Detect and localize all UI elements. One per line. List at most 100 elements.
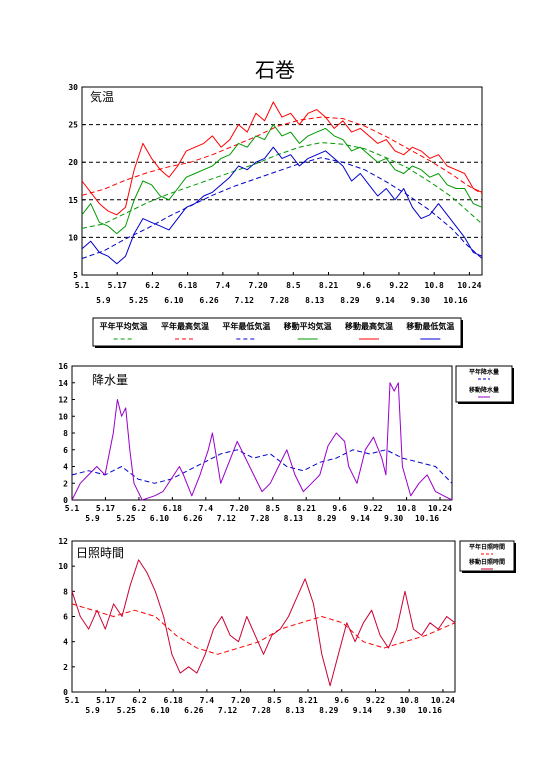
x-tick-label-top: 7.4 (216, 281, 231, 290)
series-line (71, 382, 453, 501)
x-tick-label-bottom: 6.26 (183, 514, 202, 523)
x-tick-label-top: 10.8 (400, 696, 419, 705)
y-tick-label: 8 (63, 429, 68, 438)
x-tick-label-top: 9.6 (357, 281, 372, 290)
x-tick-label-bottom: 10.16 (444, 296, 468, 305)
y-tick-label: 10 (68, 233, 78, 242)
x-tick-label-bottom: 8.29 (340, 296, 359, 305)
x-tick-label-top: 8.5 (266, 504, 281, 513)
x-tick-label-bottom: 5.25 (129, 296, 148, 305)
x-tick-label-bottom: 10.16 (415, 514, 439, 523)
x-tick-label-top: 7.4 (200, 696, 215, 705)
x-tick-label-bottom: 5.9 (96, 296, 111, 305)
x-tick-label-top: 8.5 (267, 696, 282, 705)
y-tick-label: 14 (58, 379, 68, 388)
y-tick-label: 0 (63, 496, 68, 505)
plot-frame-2 (71, 540, 456, 693)
x-tick-label-bottom: 9.30 (411, 296, 430, 305)
legend-box (459, 540, 515, 572)
y-tick-label: 6 (63, 613, 68, 622)
x-tick-label-bottom: 9.14 (375, 296, 394, 305)
x-tick-label-top: 10.24 (428, 504, 452, 513)
x-tick-label-top: 6.18 (163, 504, 182, 513)
panel-label: 気温 (90, 89, 114, 104)
x-tick-label-bottom: 5.25 (116, 514, 135, 523)
x-tick-label-bottom: 10.16 (418, 706, 442, 715)
x-tick-label-top: 10.8 (425, 281, 444, 290)
x-tick-label-bottom: 8.29 (317, 514, 336, 523)
x-tick-label-bottom: 8.29 (319, 706, 338, 715)
x-tick-label-top: 7.4 (199, 504, 214, 513)
legend-label: 平年日照時間 (469, 543, 505, 551)
legend-label: 移動最高気温 (345, 321, 393, 331)
legend-label: 移動平均気温 (284, 321, 332, 331)
x-tick-label-top: 9.6 (335, 696, 350, 705)
y-tick-label: 8 (63, 587, 68, 596)
y-tick-label: 5 (73, 271, 78, 280)
series-line (81, 124, 483, 235)
y-tick-label: 2 (63, 479, 68, 488)
series-line (81, 142, 483, 229)
y-tick-label: 2 (63, 663, 68, 672)
panel-label: 降水量 (92, 373, 128, 387)
x-tick-label-bottom: 8.13 (305, 296, 324, 305)
x-tick-label-bottom: 5.9 (85, 706, 100, 715)
legend-label: 移動降水量 (469, 386, 499, 394)
x-tick-label-top: 7.20 (230, 504, 249, 513)
legend-label: 平年最高気温 (161, 321, 209, 331)
x-tick-label-bottom: 5.9 (85, 514, 100, 523)
x-tick-label-bottom: 7.12 (218, 706, 237, 715)
y-tick-label: 25 (68, 121, 78, 130)
x-tick-label-top: 8.5 (286, 281, 301, 290)
x-tick-label-bottom: 7.28 (270, 296, 289, 305)
series-line (71, 559, 456, 687)
legend-box (455, 365, 513, 403)
series-line (81, 101, 483, 216)
page-title: 石巻 (255, 58, 295, 82)
x-tick-label-bottom: 8.13 (284, 514, 303, 523)
legend-label: 平年降水量 (469, 368, 499, 376)
legend-box (92, 317, 462, 347)
x-tick-label-top: 8.21 (298, 696, 317, 705)
plot-frame-1 (71, 365, 453, 501)
plot-frame-0 (81, 86, 483, 276)
series-line (71, 449, 453, 484)
x-tick-label-top: 10.24 (457, 281, 481, 290)
x-tick-label-top: 5.17 (96, 696, 115, 705)
x-tick-label-bottom: 9.14 (353, 706, 372, 715)
y-tick-label: 30 (68, 83, 78, 92)
x-tick-label-bottom: 9.30 (384, 514, 403, 523)
y-tick-label: 16 (58, 362, 68, 371)
series-line (81, 146, 483, 265)
x-tick-label-bottom: 6.10 (150, 514, 169, 523)
x-tick-label-top: 6.18 (178, 281, 197, 290)
x-tick-label-bottom: 6.26 (199, 296, 218, 305)
legend-label: 移動最低気温 (406, 321, 454, 331)
x-tick-label-top: 5.1 (75, 281, 90, 290)
legend-label: 平年最低気温 (222, 321, 270, 331)
x-tick-label-top: 10.24 (431, 696, 455, 705)
x-tick-label-top: 6.18 (164, 696, 183, 705)
x-tick-label-top: 6.2 (145, 281, 160, 290)
y-tick-label: 6 (63, 446, 68, 455)
x-tick-label-bottom: 7.12 (235, 296, 254, 305)
x-tick-label-bottom: 7.28 (250, 514, 269, 523)
legend-label: 平年平均気温 (100, 321, 148, 331)
x-tick-label-top: 5.1 (65, 504, 80, 513)
x-tick-label-bottom: 8.13 (285, 706, 304, 715)
x-tick-label-top: 10.8 (397, 504, 416, 513)
x-tick-label-top: 7.20 (248, 281, 267, 290)
y-tick-label: 10 (58, 562, 68, 571)
y-tick-label: 4 (63, 463, 68, 472)
legend-label: 移動日照時間 (469, 558, 505, 566)
x-tick-label-top: 6.2 (132, 696, 147, 705)
x-tick-label-top: 9.22 (363, 504, 382, 513)
panel-label: 日照時間 (76, 546, 124, 560)
x-tick-label-top: 5.17 (96, 504, 115, 513)
y-tick-label: 15 (68, 196, 78, 205)
x-tick-label-bottom: 7.12 (217, 514, 236, 523)
y-tick-label: 12 (58, 396, 68, 405)
x-tick-label-top: 7.20 (231, 696, 250, 705)
series-line (81, 157, 483, 259)
